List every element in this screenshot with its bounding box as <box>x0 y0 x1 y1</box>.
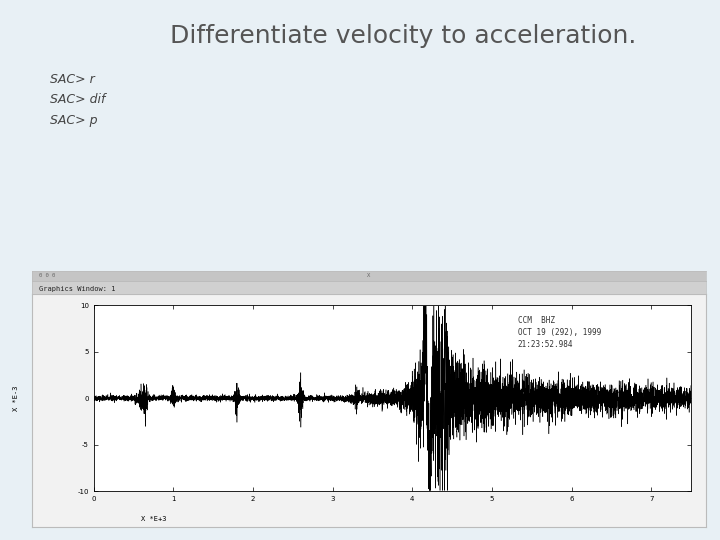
Text: SAC> r: SAC> r <box>50 73 95 86</box>
Text: Graphics Window: 1: Graphics Window: 1 <box>39 286 116 292</box>
Text: 0 0 0: 0 0 0 <box>39 273 55 279</box>
Text: Differentiate velocity to acceleration.: Differentiate velocity to acceleration. <box>170 24 636 48</box>
Text: X *E-3: X *E-3 <box>13 386 19 411</box>
Text: CCM  BHZ
OCT 19 (292), 1999
21:23:52.984: CCM BHZ OCT 19 (292), 1999 21:23:52.984 <box>518 316 601 349</box>
Text: SAC> dif: SAC> dif <box>50 93 106 106</box>
Text: SAC> p: SAC> p <box>50 114 98 127</box>
Text: X *E+3: X *E+3 <box>141 516 167 522</box>
Text: X: X <box>367 273 371 279</box>
